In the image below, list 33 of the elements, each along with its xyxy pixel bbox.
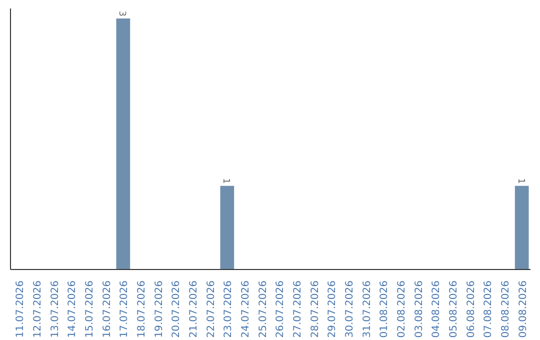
x-tick-label: 11.07.2026: [15, 280, 26, 338]
x-tick-label: 22.07.2026: [206, 280, 217, 338]
x-tick-label: 26.07.2026: [275, 280, 286, 338]
x-tick-label: 16.07.2026: [102, 280, 113, 338]
x-tick-label: 02.08.2026: [396, 280, 408, 338]
x-tick-label: 28.07.2026: [310, 280, 321, 338]
x-tick-label: 13.07.2026: [50, 280, 61, 338]
x-tick-label: 06.08.2026: [466, 280, 477, 338]
x-tick-label: 24.07.2026: [240, 280, 252, 338]
x-tick-label: 21.07.2026: [188, 280, 200, 338]
x-tick-label: 29.07.2026: [327, 280, 338, 338]
x-tick-label: 14.07.2026: [67, 280, 78, 338]
x-tick-label: 03.08.2026: [414, 280, 425, 338]
data-label: 1: [515, 178, 526, 184]
x-tick-label: 25.07.2026: [258, 280, 269, 338]
x-tick-label: 30.07.2026: [344, 280, 356, 338]
x-tick-label: 04.08.2026: [431, 280, 442, 338]
x-tick-label: 12.07.2026: [32, 280, 44, 338]
x-tick-label: 18.07.2026: [136, 280, 148, 338]
x-tick-label: 20.07.2026: [171, 280, 182, 338]
x-tick-label: 08.08.2026: [500, 280, 512, 338]
x-tick-label: 15.07.2026: [84, 280, 96, 338]
x-tick-label: 31.07.2026: [362, 280, 373, 338]
x-tick-label: 09.08.2026: [518, 280, 529, 338]
x-tick-label: 23.07.2026: [223, 280, 234, 338]
x-tick-label: 05.08.2026: [448, 280, 460, 338]
x-tick-label: 27.07.2026: [292, 280, 304, 338]
x-tick-label: 17.07.2026: [119, 280, 130, 338]
x-tick-label: 01.08.2026: [379, 280, 390, 338]
data-label: 1: [220, 178, 231, 184]
x-tick-label: 07.08.2026: [483, 280, 494, 338]
data-label: 3: [116, 10, 127, 17]
x-tick-label: 19.07.2026: [154, 280, 165, 338]
